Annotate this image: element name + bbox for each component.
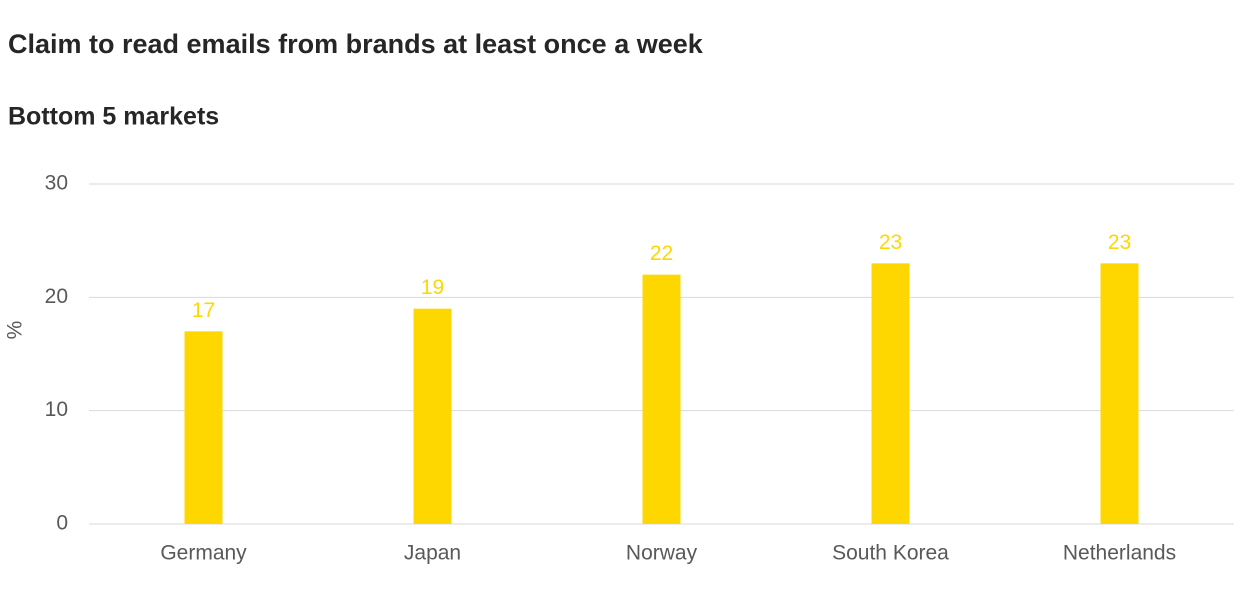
x-tick-label: Japan — [404, 542, 461, 565]
y-tick-label: 20 — [45, 285, 68, 308]
y-tick-label: 0 — [56, 512, 68, 535]
value-label: 23 — [879, 231, 902, 254]
x-tick-label: South Korea — [832, 542, 949, 565]
chart-subtitle: Bottom 5 markets — [8, 103, 219, 131]
bar — [871, 263, 910, 524]
chart-title: Claim to read emails from brands at leas… — [8, 29, 704, 59]
value-label: 22 — [650, 242, 673, 265]
y-tick-label: 30 — [45, 172, 68, 195]
y-axis-label: % — [4, 321, 27, 340]
bar — [184, 331, 223, 524]
x-tick-label: Germany — [160, 542, 247, 565]
bar — [1100, 263, 1139, 524]
bar — [642, 274, 681, 524]
y-tick-label: 10 — [45, 398, 68, 421]
value-label: 23 — [1108, 231, 1131, 254]
value-label: 19 — [421, 276, 444, 299]
bar — [413, 308, 452, 524]
value-label: 17 — [192, 299, 215, 322]
x-tick-label: Netherlands — [1063, 542, 1176, 565]
x-tick-label: Norway — [626, 542, 698, 565]
